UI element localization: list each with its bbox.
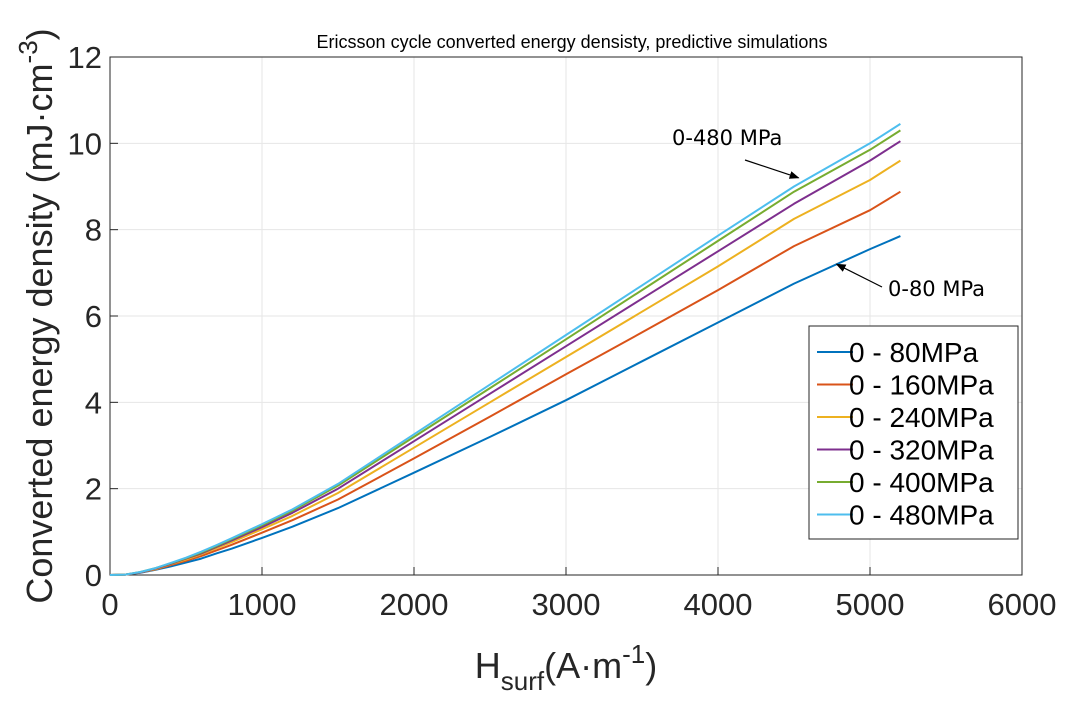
y-tick-label: 12 xyxy=(68,40,102,75)
x-axis-label-main: H xyxy=(475,645,501,686)
series-lines xyxy=(109,123,901,576)
series-line-0480 xyxy=(109,123,901,576)
annotation-label: 0-80 MPa xyxy=(888,277,985,301)
legend-box xyxy=(808,325,1019,540)
y-tick-label: 10 xyxy=(68,126,102,161)
x-axis-label: Hsurf(A·m-1) xyxy=(475,639,657,696)
y-axis-label-superscript: -3 xyxy=(13,40,43,63)
x-axis-label-subscript: surf xyxy=(501,666,545,696)
y-tick-label: 4 xyxy=(85,385,102,420)
x-tick-label: 5000 xyxy=(836,587,905,622)
x-axis-label-units: (A·m xyxy=(544,645,622,686)
x-tick-label: 0 xyxy=(101,587,118,622)
series-line-0240 xyxy=(109,159,901,576)
annotation-label: 0-480 MPa xyxy=(672,126,782,150)
y-axis-label-main: Converted energy density (mJ·cm xyxy=(19,63,60,603)
annotations: 0-480 MPa 0-80 MPa xyxy=(672,126,985,301)
x-axis-label-superscript: -1 xyxy=(622,639,645,669)
y-tick-label: 0 xyxy=(85,558,102,593)
chart-title: Ericsson cycle converted energy densisty… xyxy=(317,32,828,52)
legend-entry-label: 0 - 80MPa xyxy=(849,337,979,368)
y-tick-label: 6 xyxy=(85,299,102,334)
annotation-arrow xyxy=(835,263,883,288)
legend-entry-label: 0 - 160MPa xyxy=(849,370,994,401)
x-tick-label: 4000 xyxy=(684,587,753,622)
axis-ticks: 0 1000 2000 3000 4000 5000 6000 0 2 4 6 8 10 12 xyxy=(68,40,1057,622)
annotation-arrow xyxy=(744,159,800,179)
legend-entry-label: 0 - 240MPa xyxy=(849,402,994,433)
y-tick-label: 2 xyxy=(85,472,102,507)
x-tick-label: 2000 xyxy=(380,587,449,622)
x-tick-label: 6000 xyxy=(988,587,1057,622)
x-tick-label: 3000 xyxy=(532,587,601,622)
y-axis-label: Converted energy density (mJ·cm-3) xyxy=(13,28,60,603)
x-tick-label: 1000 xyxy=(228,587,297,622)
legend-entry-label: 0 - 320MPa xyxy=(849,435,994,466)
legend-entry-label: 0 - 480MPa xyxy=(849,500,994,531)
series-line-080 xyxy=(109,235,901,576)
series-line-0400 xyxy=(109,129,901,576)
x-axis-label-close: ) xyxy=(645,645,657,686)
series-line-0320 xyxy=(109,140,901,576)
y-axis-label-close: ) xyxy=(19,28,60,40)
y-tick-label: 8 xyxy=(85,213,102,248)
legend-entry-label: 0 - 400MPa xyxy=(849,467,994,498)
